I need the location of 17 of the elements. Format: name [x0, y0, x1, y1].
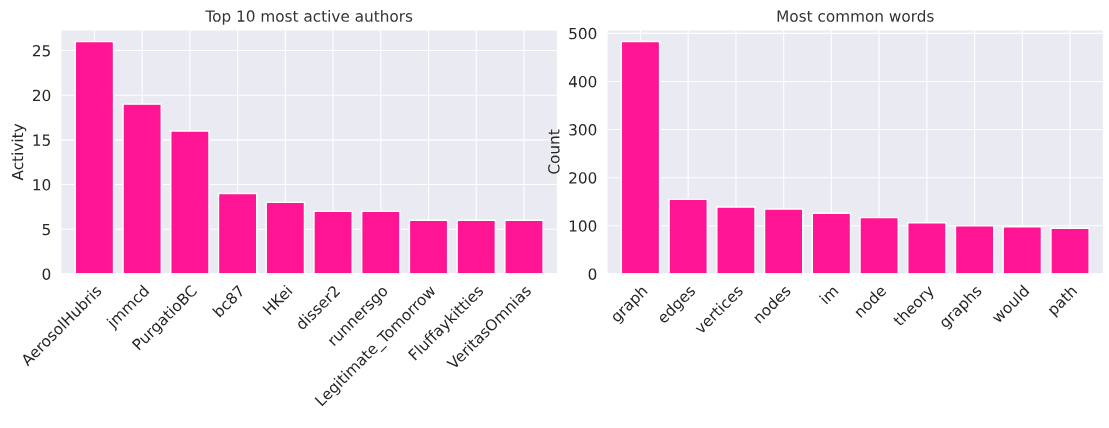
y-tick-label: 400	[568, 75, 597, 88]
chart-title: Top 10 most active authors	[205, 10, 413, 25]
y-tick-label: 0	[588, 268, 597, 280]
y-axis-title: Activity	[11, 123, 27, 181]
y-tick-label: 100	[569, 220, 597, 232]
y-tick-label: 0	[42, 268, 51, 280]
y-tick-label: 200	[569, 172, 597, 184]
y-tick-label: 15	[33, 134, 50, 146]
y-tick-label: 25	[32, 44, 50, 57]
y-axis-title: Count	[548, 129, 560, 174]
x-tick-label: im	[818, 284, 839, 305]
y-tick-label: 300	[569, 124, 597, 136]
y-tick-label: 5	[42, 223, 50, 236]
chart-title: Most common words	[777, 10, 934, 22]
y-tick-label: 500	[569, 27, 597, 40]
y-tick-label: 20	[32, 89, 51, 102]
y-tick-label: 10	[33, 179, 51, 191]
